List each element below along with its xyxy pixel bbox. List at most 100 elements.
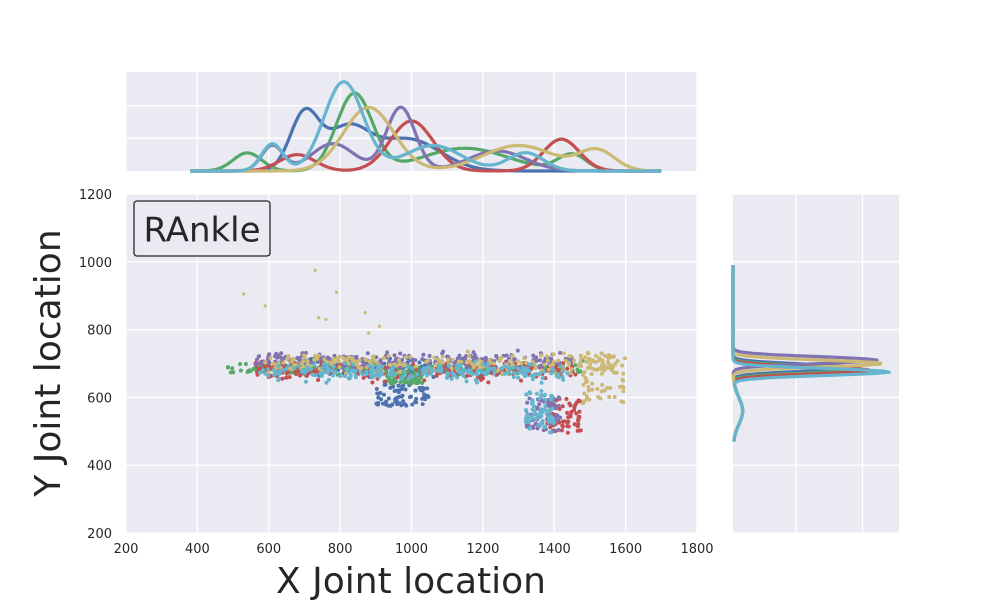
scatter-point — [567, 401, 572, 406]
scatter-point — [470, 372, 475, 377]
scatter-point — [579, 356, 584, 361]
scatter-point — [420, 388, 425, 393]
scatter-point — [422, 366, 427, 371]
scatter-point — [434, 373, 439, 378]
scatter-point — [480, 357, 485, 362]
scatter-point — [399, 403, 404, 408]
scatter-point — [370, 365, 375, 370]
scatter-point — [263, 371, 268, 376]
scatter-point — [225, 365, 230, 370]
scatter-point — [248, 368, 253, 373]
scatter-point — [230, 366, 235, 371]
scatter-point — [312, 362, 317, 367]
scatter-point — [529, 365, 534, 370]
scatter-point — [533, 366, 538, 371]
scatter-point — [605, 359, 610, 364]
scatter-point — [345, 356, 350, 361]
scatter-point — [406, 369, 411, 374]
scatter-point — [323, 369, 328, 374]
scatter-point — [427, 353, 432, 358]
scatter-point — [287, 375, 292, 380]
scatter-point — [559, 428, 564, 433]
scatter-point — [470, 361, 475, 366]
scatter-point — [370, 375, 375, 380]
top-kde-curve — [190, 119, 662, 173]
scatter-point — [357, 358, 362, 363]
scatter-point — [479, 378, 484, 383]
scatter-point — [446, 357, 451, 362]
scatter-point — [457, 365, 462, 370]
scatter-point — [382, 379, 387, 384]
scatter-point — [374, 355, 379, 360]
scatter-point — [367, 359, 372, 364]
scatter-point — [543, 397, 548, 402]
top-marginal-curves — [190, 80, 662, 173]
scatter-point — [540, 418, 545, 423]
scatter-point — [516, 375, 521, 380]
scatter-point — [599, 363, 604, 368]
scatter-point — [554, 412, 559, 417]
scatter-point — [539, 380, 544, 385]
scatter-point — [337, 354, 342, 359]
scatter-point — [542, 369, 547, 374]
y-tick-label: 600 — [87, 391, 112, 406]
scatter-point — [364, 358, 369, 363]
scatter-point — [375, 366, 380, 371]
y-tick-labels: 200 400 600 800 1000 1200 — [79, 188, 112, 542]
scatter-point — [560, 374, 565, 379]
scatter-point — [254, 357, 259, 362]
scatter-point — [258, 362, 263, 367]
scatter-point — [286, 353, 291, 358]
scatter-point — [499, 366, 504, 371]
scatter-point — [596, 358, 601, 363]
scatter-point — [502, 371, 507, 376]
x-tick-label: 400 — [185, 542, 210, 557]
scatter-point — [413, 388, 418, 393]
scatter-point — [578, 428, 583, 433]
scatter-point — [397, 362, 402, 367]
scatter-point — [336, 359, 341, 364]
scatter-points — [225, 268, 627, 435]
scatter-point — [404, 355, 409, 360]
scatter-point — [545, 358, 550, 363]
scatter-point — [405, 364, 410, 369]
scatter-point — [398, 369, 403, 374]
scatter-point — [565, 430, 570, 435]
scatter-point — [621, 371, 626, 376]
scatter-point — [477, 362, 482, 367]
scatter-point — [361, 375, 366, 380]
scatter-point — [528, 426, 533, 431]
scatter-point — [533, 416, 538, 421]
scatter-point — [574, 400, 579, 405]
y-axis-label: Y Joint location — [28, 229, 69, 497]
scatter-point — [602, 368, 607, 373]
scatter-point — [424, 360, 429, 365]
scatter-point — [485, 362, 490, 367]
scatter-point — [289, 370, 294, 375]
scatter-point — [272, 369, 277, 374]
scatter-point — [414, 396, 419, 401]
scatter-point — [395, 402, 400, 407]
scatter-point — [385, 350, 390, 355]
scatter-point — [388, 385, 393, 390]
scatter-point — [303, 379, 308, 384]
scatter-point — [578, 360, 583, 365]
scatter-point — [400, 375, 405, 380]
scatter-point — [549, 371, 554, 376]
scatter-point — [411, 361, 416, 366]
scatter-point — [266, 373, 271, 378]
scatter-point — [499, 355, 504, 360]
scatter-point — [530, 377, 535, 382]
scatter-point — [568, 412, 573, 417]
scatter-point — [506, 366, 511, 371]
scatter-point — [549, 397, 554, 402]
scatter-point — [511, 365, 516, 370]
scatter-point — [550, 362, 555, 367]
scatter-point — [516, 366, 521, 371]
scatter-point — [465, 349, 470, 354]
scatter-point — [560, 369, 565, 374]
scatter-point — [526, 422, 531, 427]
scatter-point — [415, 381, 420, 386]
scatter-point — [577, 414, 582, 419]
scatter-point — [422, 378, 427, 383]
